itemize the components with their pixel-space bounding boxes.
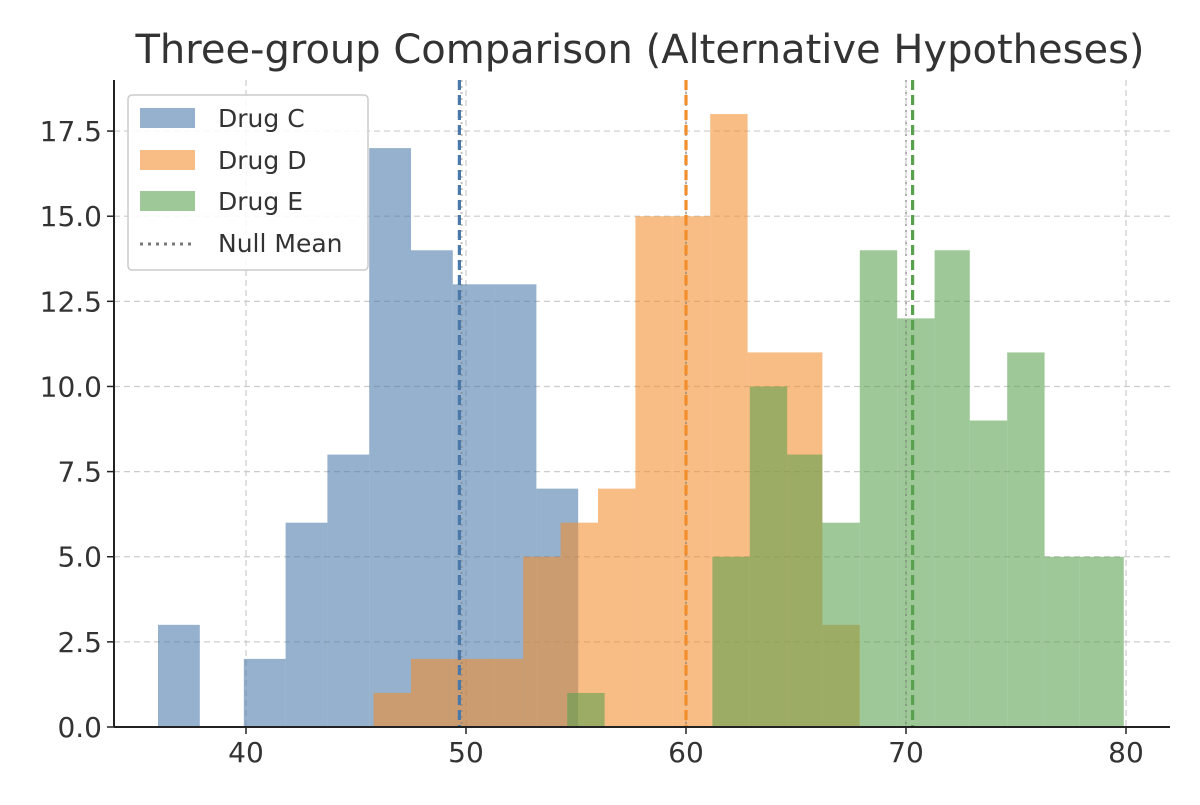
histogram-bar — [598, 488, 636, 727]
y-tick-label: 2.5 — [57, 626, 102, 659]
histogram-bar — [635, 216, 673, 728]
x-tick-label: 80 — [1108, 736, 1144, 769]
histogram-bar — [897, 318, 935, 727]
histogram-bar — [523, 556, 561, 727]
histogram-bar — [327, 454, 370, 727]
chart-title: Three-group Comparison (Alternative Hypo… — [134, 27, 1144, 73]
y-tick-label: 5.0 — [57, 541, 102, 574]
histogram-bar — [485, 658, 524, 727]
legend: Drug C Drug D Drug E Null Mean — [127, 94, 369, 271]
legend-label: Drug C — [218, 104, 305, 133]
histogram-bar — [285, 522, 328, 727]
y-tick-label: 0.0 — [57, 711, 102, 744]
histogram-bar — [787, 454, 823, 727]
legend-label: Null Mean — [218, 229, 343, 258]
legend-swatch — [140, 150, 195, 170]
histogram-bar — [1044, 556, 1080, 727]
x-tick-label: 70 — [888, 736, 924, 769]
histogram-bar — [672, 216, 711, 728]
histogram-bar — [158, 624, 200, 727]
legend-swatch — [140, 191, 195, 211]
y-tick-label: 12.5 — [40, 285, 102, 318]
axes: 40 50 60 70 80 0.0 2.5 5.0 7.5 10.0 12.5 15.0 17.5 — [40, 80, 1170, 769]
legend-box — [127, 94, 369, 271]
histogram-bar — [1079, 556, 1124, 727]
histogram-bar — [749, 386, 788, 727]
histogram-bar — [1007, 352, 1045, 727]
y-tick-label: 15.0 — [40, 200, 102, 233]
histogram-bar — [822, 522, 860, 727]
legend-swatch — [140, 108, 195, 128]
histogram-bar — [712, 556, 750, 727]
histogram-bars — [158, 114, 1124, 728]
histogram-bar — [411, 658, 449, 727]
reference-lines — [457, 80, 915, 727]
x-tick-label: 50 — [448, 736, 484, 769]
y-tick-label: 17.5 — [40, 115, 102, 148]
legend-label: Drug E — [218, 187, 303, 216]
histogram-bar — [373, 692, 411, 727]
y-tick-label: 10.0 — [40, 370, 102, 403]
histogram-bar — [567, 692, 605, 727]
y-tick-label: 7.5 — [57, 456, 102, 489]
histogram-bar — [859, 250, 898, 727]
histogram-bar — [934, 250, 970, 727]
histogram-bar — [969, 420, 1008, 727]
histogram-bar — [369, 148, 411, 727]
legend-label: Drug D — [218, 146, 306, 175]
x-tick-label: 40 — [228, 736, 264, 769]
histogram-bar — [448, 658, 486, 727]
x-tick-label: 60 — [668, 736, 704, 769]
histogram-bar — [243, 658, 286, 727]
histogram-bar — [411, 250, 453, 727]
